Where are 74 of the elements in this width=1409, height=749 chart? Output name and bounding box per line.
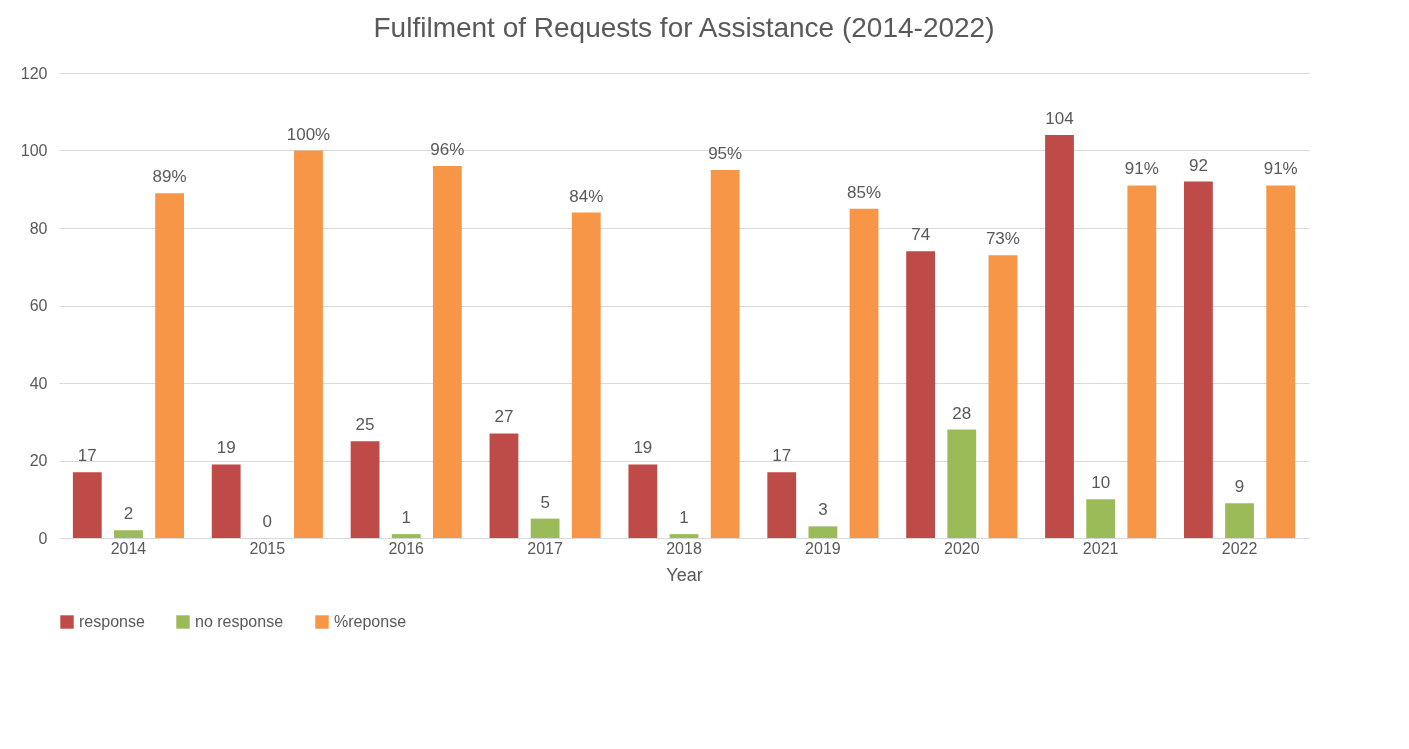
- bar: [432, 166, 462, 538]
- bar: [391, 534, 421, 538]
- x-axis-title: Year: [666, 564, 703, 585]
- bar: [155, 193, 184, 538]
- data-label: 1: [679, 508, 689, 528]
- bar: [988, 255, 1018, 538]
- x-tick-label: 2018: [666, 539, 702, 557]
- data-label: 73%: [985, 229, 1020, 249]
- y-tick-label: 20: [29, 452, 48, 469]
- data-label: 5: [540, 492, 550, 512]
- x-tick-label: 2016: [388, 539, 425, 557]
- bar: [1266, 185, 1296, 538]
- x-tick-label: 2015: [249, 539, 286, 557]
- data-label: 19: [633, 438, 653, 458]
- data-label: 2: [123, 504, 134, 524]
- data-label: 100%: [286, 124, 331, 144]
- y-tick-label: 80: [29, 219, 48, 237]
- data-label: 95%: [708, 143, 743, 163]
- bar: [1086, 499, 1116, 538]
- bar: [906, 251, 936, 538]
- y-tick-label: 0: [38, 529, 48, 547]
- bar: [1225, 503, 1254, 538]
- bar: [849, 208, 879, 538]
- bar: [947, 429, 977, 538]
- data-label: 3: [818, 500, 828, 520]
- data-label: 1: [401, 508, 411, 528]
- x-tick-label: 2022: [1221, 539, 1258, 557]
- x-tick-label: 2021: [1082, 539, 1119, 557]
- bar: [530, 518, 560, 538]
- data-label: 28: [952, 403, 972, 423]
- bar: [808, 526, 838, 538]
- data-label: 91%: [1124, 159, 1159, 179]
- data-label: 9: [1234, 477, 1245, 497]
- legend-label: %reponse: [334, 613, 407, 630]
- data-label: 92: [1188, 155, 1208, 175]
- data-label: 25: [355, 415, 375, 435]
- bar: [628, 464, 658, 538]
- data-label: 104: [1045, 109, 1074, 128]
- data-label: 89%: [152, 167, 187, 187]
- y-tick-label: 60: [29, 297, 48, 314]
- bar: [1127, 185, 1157, 538]
- bar: [571, 212, 601, 538]
- data-label: 19: [216, 438, 236, 458]
- x-tick-label: 2017: [527, 539, 564, 557]
- y-tick-label: 40: [29, 374, 48, 392]
- bar: [350, 441, 380, 538]
- bar: [710, 169, 740, 538]
- legend-label: response: [79, 613, 145, 630]
- bar: [489, 433, 519, 538]
- chart-title: Fulfilment of Requests for Assistance (2014-2022): [373, 12, 995, 43]
- x-tick-label: 2014: [110, 539, 147, 557]
- legend-label: no response: [195, 613, 284, 630]
- bar: [211, 464, 241, 538]
- bar: [1184, 181, 1213, 538]
- data-label: 10: [1091, 473, 1111, 493]
- data-label: 91%: [1263, 159, 1298, 179]
- bar: [294, 150, 323, 538]
- data-label: 27: [494, 407, 514, 427]
- data-label: 17: [772, 446, 792, 466]
- x-tick-label: 2020: [943, 539, 980, 557]
- data-label: 74: [911, 225, 931, 245]
- bar: [669, 534, 699, 538]
- data-label: 96%: [430, 140, 465, 159]
- data-label: 0: [262, 512, 273, 531]
- x-tick-label: 2019: [805, 539, 841, 557]
- data-label: 84%: [569, 186, 604, 206]
- data-label: 17: [77, 446, 97, 466]
- y-tick-label: 120: [20, 64, 48, 82]
- y-tick-label: 100: [20, 142, 48, 159]
- bar: [1045, 135, 1074, 538]
- bar: [114, 530, 143, 538]
- bar: [72, 472, 102, 538]
- data-label: 85%: [847, 182, 882, 202]
- bar: [767, 472, 797, 538]
